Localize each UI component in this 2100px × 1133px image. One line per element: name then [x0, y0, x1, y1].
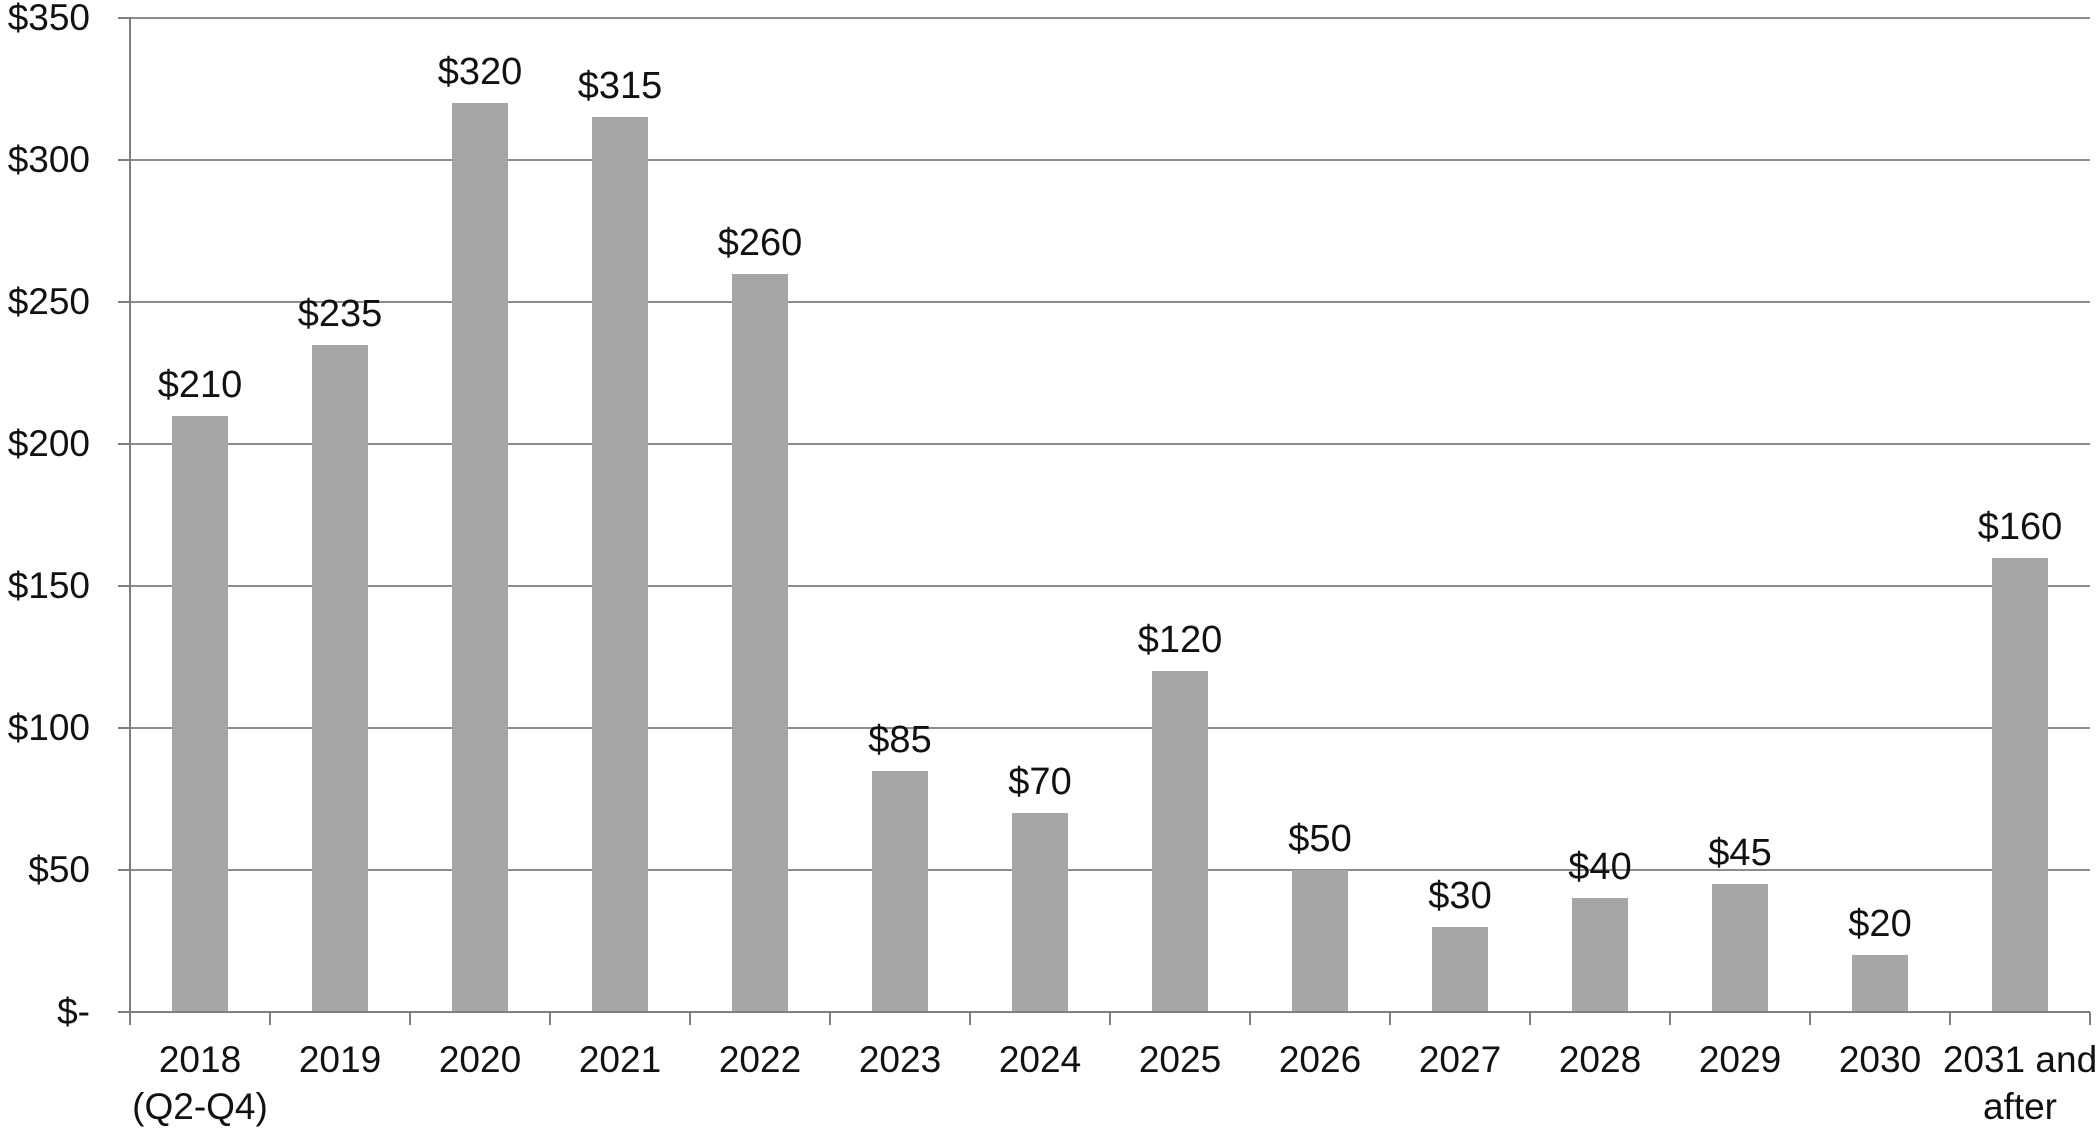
x-axis-tick-mark [1249, 1012, 1251, 1025]
x-axis-category-label-line: 2021 [578, 1039, 662, 1080]
x-axis-category-label: 2030 [1785, 1036, 1975, 1083]
x-axis-category-label-line: 2028 [1558, 1039, 1642, 1080]
bar [1572, 898, 1628, 1012]
x-axis-tick-mark [269, 1012, 271, 1025]
x-axis-category-label-line: 2018 [158, 1039, 242, 1080]
y-axis-tick-mark [118, 159, 130, 161]
y-axis-tick-mark [118, 727, 130, 729]
gridline [130, 301, 2090, 303]
y-axis-tick-label: $50 [28, 849, 90, 890]
bar [172, 416, 228, 1012]
x-axis-tick-mark [1809, 1012, 1811, 1025]
y-axis-tick-label: $150 [7, 565, 90, 606]
bar-value-label: $45 [1708, 832, 1772, 874]
bar-value-label: $40 [1568, 846, 1632, 888]
x-axis-tick-mark [969, 1012, 971, 1025]
y-axis-tick-mark [118, 1011, 130, 1013]
bar [1012, 813, 1068, 1012]
y-axis-tick-label: $200 [7, 423, 90, 464]
y-axis-tick-label: $300 [7, 139, 90, 180]
x-axis-category-label-line: 2020 [438, 1039, 522, 1080]
y-axis-tick-mark [118, 301, 130, 303]
x-axis-category-label: 2027 [1365, 1036, 1555, 1083]
gridline [130, 869, 2090, 871]
x-axis-category-label: 2021 [525, 1036, 715, 1083]
gridline [130, 585, 2090, 587]
bar-value-label: $85 [868, 719, 932, 761]
x-axis-tick-mark [1949, 1012, 1951, 1025]
x-axis-category-label: 2025 [1085, 1036, 1275, 1083]
bar-value-label: $70 [1008, 761, 1072, 803]
x-axis-tick-mark [1109, 1012, 1111, 1025]
x-axis-tick-mark [549, 1012, 551, 1025]
x-axis-tick-mark [2089, 1012, 2091, 1025]
x-axis-tick-mark [689, 1012, 691, 1025]
x-axis-category-label: 2018 (Q2-Q4) [105, 1036, 295, 1130]
bar [592, 117, 648, 1012]
x-axis-category-label: 2028 [1505, 1036, 1695, 1083]
x-axis-tick-mark [129, 1012, 131, 1025]
bar-value-label: $320 [437, 51, 523, 93]
bar-value-label: $20 [1848, 903, 1912, 945]
gridline [130, 727, 2090, 729]
x-axis-category-label-line: 2025 [1138, 1039, 1222, 1080]
x-axis-category-label: 2020 [385, 1036, 575, 1083]
y-axis-tick-label: $350 [7, 0, 90, 38]
gridline [130, 17, 2090, 19]
bar [872, 771, 928, 1012]
bar [1292, 870, 1348, 1012]
x-axis-category-label: 2022 [665, 1036, 855, 1083]
x-axis-category-label-line: 2019 [298, 1039, 382, 1080]
x-axis-category-label: 2026 [1225, 1036, 1415, 1083]
bar [312, 345, 368, 1012]
x-axis-category-label-line: 2024 [998, 1039, 1082, 1080]
y-axis-tick-mark [118, 869, 130, 871]
gridline [130, 443, 2090, 445]
bar [1992, 558, 2048, 1012]
bar [1712, 884, 1768, 1012]
x-axis-category-label-line: 2030 [1838, 1039, 1922, 1080]
x-axis-category-label: 2019 [245, 1036, 435, 1083]
y-axis-line [129, 17, 131, 1012]
x-axis-category-label-line: 2023 [858, 1039, 942, 1080]
x-axis-tick-mark [829, 1012, 831, 1025]
x-axis-line [130, 1011, 2090, 1013]
gridline [130, 159, 2090, 161]
x-axis-category-label-line: (Q2-Q4) [132, 1086, 268, 1127]
x-axis-category-label-line: 2027 [1418, 1039, 1502, 1080]
x-axis-tick-mark [409, 1012, 411, 1025]
bar-value-label: $235 [297, 293, 383, 335]
bar-value-label: $210 [157, 364, 243, 406]
bar [452, 103, 508, 1012]
x-axis-tick-mark [1669, 1012, 1671, 1025]
y-axis-tick-label: $- [57, 991, 90, 1032]
x-axis-category-label-line: 2031 and [1942, 1039, 2098, 1080]
y-axis-tick-label: $250 [7, 281, 90, 322]
x-axis-category-label: 2031 and after [1925, 1036, 2100, 1130]
bar-value-label: $30 [1428, 875, 1492, 917]
y-axis-tick-mark [118, 17, 130, 19]
y-axis-tick-label: $100 [7, 707, 90, 748]
x-axis-category-label-line: 2022 [718, 1039, 802, 1080]
y-axis-tick-mark [118, 585, 130, 587]
bar [1852, 955, 1908, 1012]
bar-value-label: $120 [1137, 619, 1223, 661]
y-axis-tick-mark [118, 443, 130, 445]
x-axis-tick-mark [1529, 1012, 1531, 1025]
x-axis-tick-mark [1389, 1012, 1391, 1025]
x-axis-category-label-line: after [1982, 1086, 2058, 1127]
bar-value-label: $315 [577, 65, 663, 107]
bar-value-label: $50 [1288, 818, 1352, 860]
bar [1432, 927, 1488, 1012]
x-axis-category-label: 2023 [805, 1036, 995, 1083]
x-axis-category-label: 2029 [1645, 1036, 1835, 1083]
x-axis-category-label: 2024 [945, 1036, 1135, 1083]
bar-value-label: $160 [1977, 506, 2063, 548]
x-axis-category-label-line: 2029 [1698, 1039, 1782, 1080]
bar-value-label: $260 [717, 222, 803, 264]
bar [732, 274, 788, 1012]
x-axis-category-label-line: 2026 [1278, 1039, 1362, 1080]
bar [1152, 671, 1208, 1012]
